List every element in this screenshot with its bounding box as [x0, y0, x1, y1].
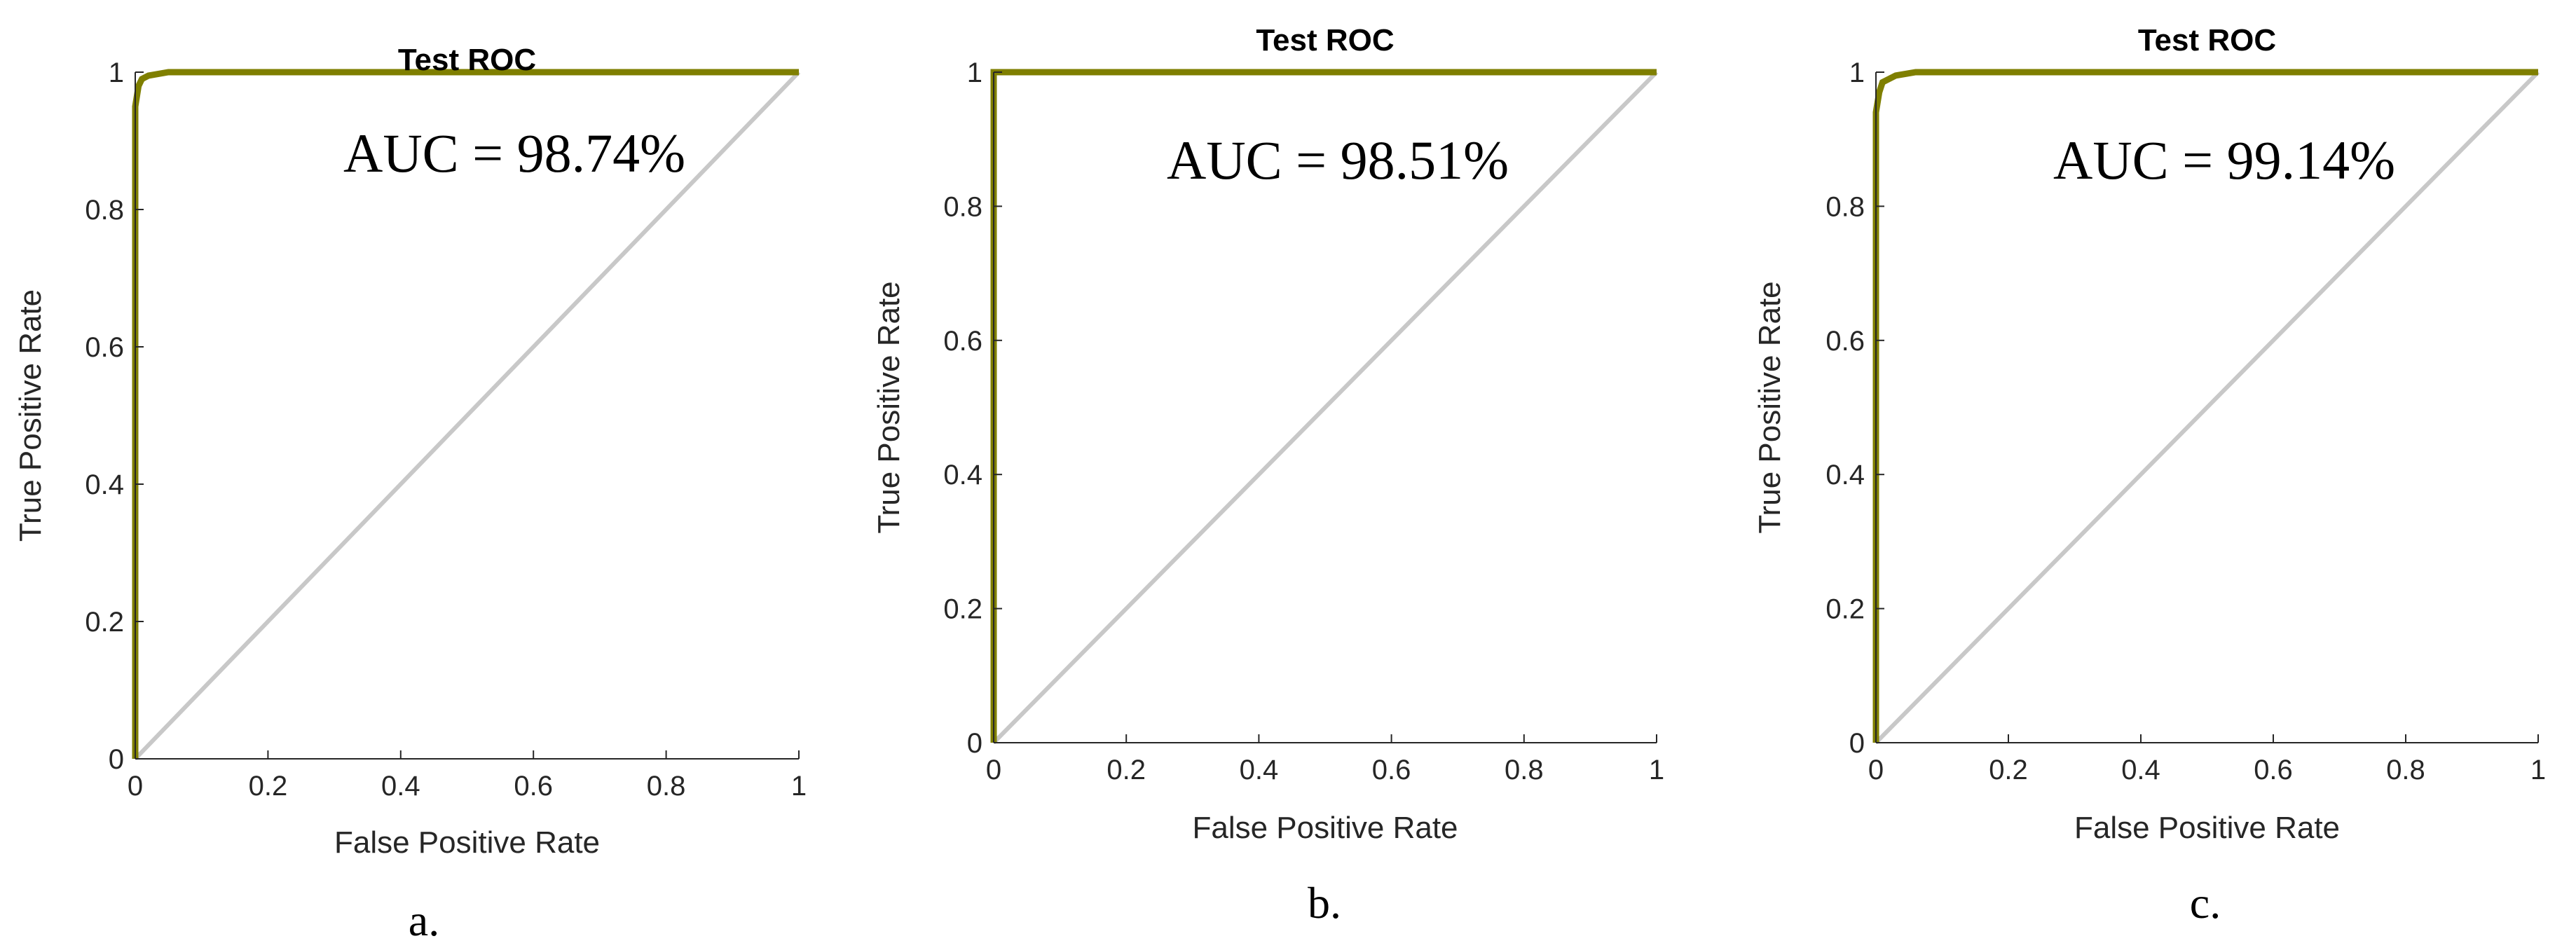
- x-tick-label: 0.4: [2121, 755, 2160, 785]
- x-tick-label: 0.4: [381, 771, 420, 802]
- chart-title: Test ROC: [398, 43, 536, 77]
- panel-label: b.: [1308, 878, 1341, 928]
- y-tick-label: 0.2: [1825, 594, 1865, 625]
- y-axis-label: True Positive Rate: [872, 281, 906, 533]
- x-tick-label: 0.8: [1505, 755, 1544, 785]
- y-tick-label: 0: [109, 744, 124, 775]
- x-tick-label: 0.8: [2386, 755, 2425, 785]
- x-tick-label: 0.6: [514, 771, 553, 802]
- auc-annotation: AUC = 99.14%: [2053, 130, 2395, 191]
- x-tick-label: 1: [1649, 755, 1664, 785]
- y-tick-label: 0.8: [85, 195, 124, 226]
- x-axis-label: False Positive Rate: [1192, 811, 1458, 845]
- x-tick-label: 0: [986, 755, 1001, 785]
- y-tick-label: 0.6: [943, 326, 982, 357]
- y-tick-label: 1: [967, 57, 982, 88]
- x-tick-label: 0.2: [1107, 755, 1146, 785]
- y-tick-label: 0: [1849, 728, 1865, 759]
- x-tick-label: 0.2: [1989, 755, 2028, 785]
- panel-label: c.: [2190, 878, 2221, 928]
- x-tick-label: 0.8: [647, 771, 686, 802]
- x-tick-label: 0.4: [1240, 755, 1279, 785]
- y-tick-label: 0.2: [943, 594, 982, 625]
- series-line-diagonal: [992, 70, 1659, 745]
- y-tick-label: 0: [967, 728, 982, 759]
- x-tick-label: 0: [128, 771, 143, 802]
- x-tick-label: 0.2: [249, 771, 288, 802]
- panel-label: a.: [409, 895, 439, 945]
- x-tick-label: 0.6: [1372, 755, 1411, 785]
- y-tick-label: 1: [1849, 57, 1865, 88]
- chart-title: Test ROC: [2138, 23, 2276, 57]
- y-tick-label: 0.4: [85, 469, 124, 500]
- chart-title: Test ROC: [1256, 23, 1394, 57]
- x-tick-label: 1: [2530, 755, 2546, 785]
- y-tick-label: 0.2: [85, 607, 124, 638]
- series-line-diagonal: [1874, 70, 2540, 745]
- x-tick-label: 0: [1868, 755, 1884, 785]
- y-axis-label: True Positive Rate: [13, 289, 48, 542]
- y-tick-label: 0.8: [1825, 191, 1865, 222]
- auc-annotation: AUC = 98.51%: [1167, 130, 1509, 191]
- x-tick-label: 0.6: [2254, 755, 2293, 785]
- auc-annotation: AUC = 98.74%: [343, 123, 685, 184]
- y-tick-label: 0.8: [943, 191, 982, 222]
- y-tick-label: 0.6: [1825, 326, 1865, 357]
- y-tick-label: 0.6: [85, 332, 124, 363]
- series-line-diagonal: [133, 70, 801, 761]
- y-tick-label: 0.4: [943, 460, 982, 490]
- y-axis-label: True Positive Rate: [1753, 281, 1787, 533]
- x-tick-label: 1: [791, 771, 807, 802]
- y-tick-label: 1: [109, 57, 124, 88]
- x-axis-label: False Positive Rate: [2074, 811, 2340, 845]
- y-tick-label: 0.4: [1825, 460, 1865, 490]
- x-axis-label: False Positive Rate: [334, 825, 600, 860]
